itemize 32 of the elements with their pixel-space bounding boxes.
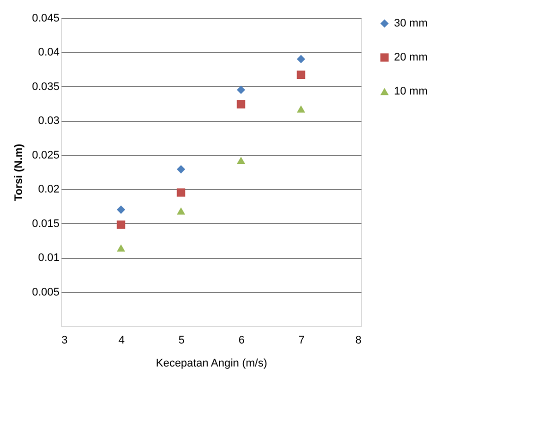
y-tick-label: 0.025: [32, 149, 60, 162]
x-tick-label: 7: [298, 334, 305, 346]
y-tick-label: 0.035: [32, 80, 60, 93]
point: [236, 86, 246, 94]
x-tick-label: 5: [178, 334, 185, 346]
point: [116, 205, 126, 214]
point: [176, 207, 186, 215]
point: [176, 188, 186, 197]
legend-label: 30 mm: [394, 18, 428, 30]
legend-label: 10 mm: [394, 86, 428, 98]
y-axis-title: Torsi (N.m): [12, 144, 25, 202]
x-tick-label: 8: [355, 334, 362, 346]
x-tick-label: 4: [118, 334, 125, 346]
y-tick-label: 0.045: [32, 12, 60, 24]
y-tick-label: 0.02: [38, 184, 60, 196]
y-tick-label: 0.04: [38, 46, 60, 59]
y-tick-label: 0.015: [32, 218, 60, 230]
x-tick-label: 6: [238, 334, 245, 346]
point: [236, 100, 246, 108]
point: [116, 244, 126, 252]
point: [296, 54, 306, 64]
y-tick-label: 0.03: [38, 115, 60, 128]
y-tick-label: 0.01: [38, 252, 60, 264]
x-axis-title: Kecepatan Angin (m/s): [156, 358, 268, 370]
x-tick-label: 3: [62, 334, 68, 346]
point: [116, 220, 126, 229]
point: [296, 105, 306, 113]
point: [296, 70, 306, 79]
legend-label: 20 mm: [394, 52, 428, 64]
y-tick-label: 0.005: [32, 286, 60, 298]
point: [176, 165, 186, 174]
point: [236, 156, 246, 164]
